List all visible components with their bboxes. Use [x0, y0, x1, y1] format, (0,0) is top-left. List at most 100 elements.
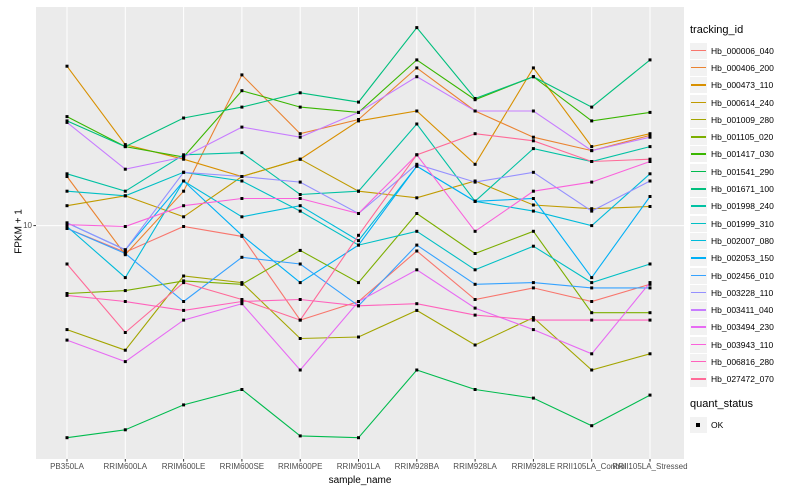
legend-key-point-icon [690, 416, 707, 433]
legend-key-line-icon [690, 181, 707, 198]
legend-item: Hb_000473_110 [690, 77, 798, 94]
data-point [648, 282, 652, 286]
legend-item-label: Hb_001999_310 [711, 218, 774, 229]
data-point [590, 207, 594, 211]
legend-key-line-icon [690, 94, 707, 111]
data-point [182, 153, 186, 157]
data-point [415, 368, 419, 372]
data-point [648, 110, 652, 114]
legend-item: Hb_001009_280 [690, 111, 798, 128]
data-point [473, 313, 477, 317]
data-point [590, 149, 594, 153]
data-point [182, 225, 186, 228]
data-point [182, 204, 186, 208]
data-point [357, 436, 360, 440]
data-point [590, 368, 594, 372]
data-point [531, 229, 535, 233]
data-point [357, 233, 360, 237]
data-point [648, 179, 652, 183]
data-point [357, 304, 360, 308]
legend-key-line-icon [690, 336, 707, 353]
legend-item-label: Hb_002007_080 [711, 235, 774, 246]
data-point [182, 403, 186, 407]
data-point [240, 89, 244, 93]
data-point [65, 225, 69, 228]
data-point [123, 252, 127, 255]
data-point [240, 300, 244, 303]
data-point [298, 193, 302, 196]
data-point [65, 338, 69, 342]
data-point [590, 300, 594, 303]
x-tick-label: RRII105LA_Control [557, 462, 627, 471]
data-point [240, 151, 244, 155]
data-point [531, 318, 535, 322]
data-point [298, 262, 302, 266]
data-point [415, 153, 419, 157]
data-point [65, 204, 69, 208]
x-tick-label: PB350LA [50, 462, 84, 471]
data-point [415, 26, 419, 30]
data-point [182, 215, 186, 219]
data-point [531, 396, 535, 400]
legend-tracking-items: Hb_000006_040 Hb_000406_200 Hb_000473_110 H… [690, 42, 798, 388]
x-tick-label: RRIM928LA [453, 462, 497, 471]
data-point [182, 116, 186, 120]
data-point [590, 145, 594, 149]
data-point [531, 316, 535, 320]
data-point [473, 97, 477, 100]
legend-item-label: Hb_000006_040 [711, 45, 774, 56]
data-point [182, 300, 186, 303]
x-tick-label: RRIM600LE [161, 462, 206, 471]
data-point [648, 195, 652, 198]
y-axis-title: FPKM + 1 [13, 209, 25, 254]
data-point [298, 204, 302, 208]
data-point [415, 162, 419, 166]
data-point [473, 298, 477, 301]
data-point [590, 281, 594, 285]
legend-item: Hb_001671_100 [690, 180, 798, 198]
data-point [298, 434, 302, 438]
data-point [123, 276, 127, 280]
data-point [123, 360, 127, 364]
legend-item: Hb_006816_280 [690, 353, 798, 370]
data-point [531, 66, 535, 70]
data-point [590, 209, 594, 213]
data-point [473, 162, 477, 166]
data-point [415, 164, 419, 168]
legend-key-line-icon [690, 284, 707, 301]
data-point [531, 203, 535, 207]
data-point [240, 281, 244, 285]
data-point [648, 393, 652, 397]
data-point [473, 282, 477, 286]
x-axis-title: sample_name [328, 475, 392, 486]
data-point [65, 223, 69, 227]
data-point [123, 331, 127, 334]
legend-title-tracking-id: tracking_id [690, 24, 744, 36]
data-point [648, 132, 652, 136]
data-point [473, 268, 477, 272]
data-point [531, 135, 535, 139]
data-point [182, 281, 186, 285]
data-point [123, 225, 127, 228]
legend-item-label: Hb_001541_290 [711, 166, 774, 177]
data-point [590, 180, 594, 184]
data-point [65, 436, 69, 440]
data-point [415, 249, 419, 253]
data-point [65, 172, 69, 176]
legend-item-label: Hb_001998_240 [711, 201, 774, 212]
data-point [182, 274, 186, 278]
data-point [415, 58, 419, 62]
legend-key-line-icon [690, 129, 707, 146]
legend-item: Hb_000006_040 [690, 42, 798, 59]
legend-item-label: Hb_001009_280 [711, 114, 774, 125]
data-point [298, 281, 302, 285]
data-point [590, 286, 594, 290]
data-point [298, 91, 302, 95]
data-point [65, 292, 69, 295]
legend-item-label: Hb_003494_230 [711, 322, 774, 333]
data-point [123, 248, 127, 252]
legend-key-line-icon [690, 371, 707, 388]
data-point [531, 109, 535, 113]
data-point [65, 64, 69, 68]
legend-key-line-icon [690, 59, 707, 76]
